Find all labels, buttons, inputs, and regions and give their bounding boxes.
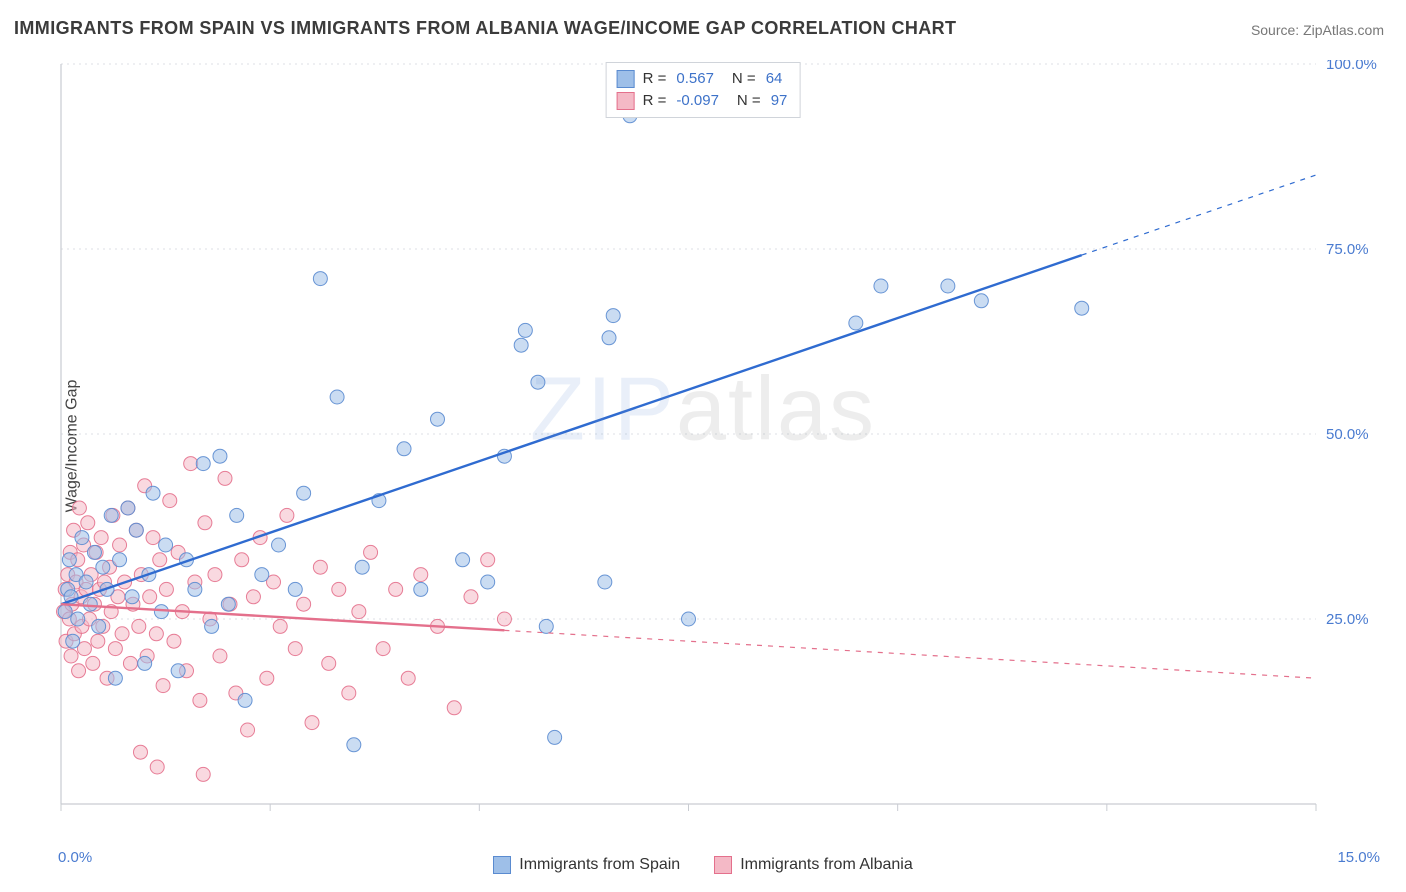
legend-item-albania: Immigrants from Albania	[714, 856, 913, 874]
legend-swatch-spain-bottom	[493, 856, 511, 874]
source-label: Source: ZipAtlas.com	[1251, 22, 1384, 38]
legend-item-spain: Immigrants from Spain	[493, 856, 680, 874]
chart-title: IMMIGRANTS FROM SPAIN VS IMMIGRANTS FROM…	[14, 18, 956, 39]
svg-text:100.0%: 100.0%	[1326, 60, 1377, 73]
n-value-spain: 64	[766, 68, 783, 90]
legend-label-albania: Immigrants from Albania	[740, 856, 913, 874]
plot-area: 25.0% 50.0% 75.0% 100.0%	[55, 60, 1386, 832]
chart-container: IMMIGRANTS FROM SPAIN VS IMMIGRANTS FROM…	[0, 0, 1406, 892]
legend-swatch-albania	[617, 92, 635, 110]
series-legend: Immigrants from Spain Immigrants from Al…	[0, 856, 1406, 874]
legend-row-albania: R = -0.097 N = 97	[617, 90, 788, 112]
svg-text:25.0%: 25.0%	[1326, 611, 1369, 628]
legend-swatch-albania-bottom	[714, 856, 732, 874]
n-value-albania: 97	[771, 90, 788, 112]
r-value-albania: -0.097	[676, 90, 719, 112]
svg-text:75.0%: 75.0%	[1326, 241, 1369, 258]
correlation-legend: R = 0.567 N = 64 R = -0.097 N = 97	[606, 62, 801, 118]
r-value-spain: 0.567	[676, 68, 714, 90]
legend-swatch-spain	[617, 70, 635, 88]
legend-row-spain: R = 0.567 N = 64	[617, 68, 788, 90]
scatter-plot-svg: 25.0% 50.0% 75.0% 100.0%	[55, 60, 1386, 832]
svg-text:50.0%: 50.0%	[1326, 426, 1369, 443]
legend-label-spain: Immigrants from Spain	[519, 856, 680, 874]
